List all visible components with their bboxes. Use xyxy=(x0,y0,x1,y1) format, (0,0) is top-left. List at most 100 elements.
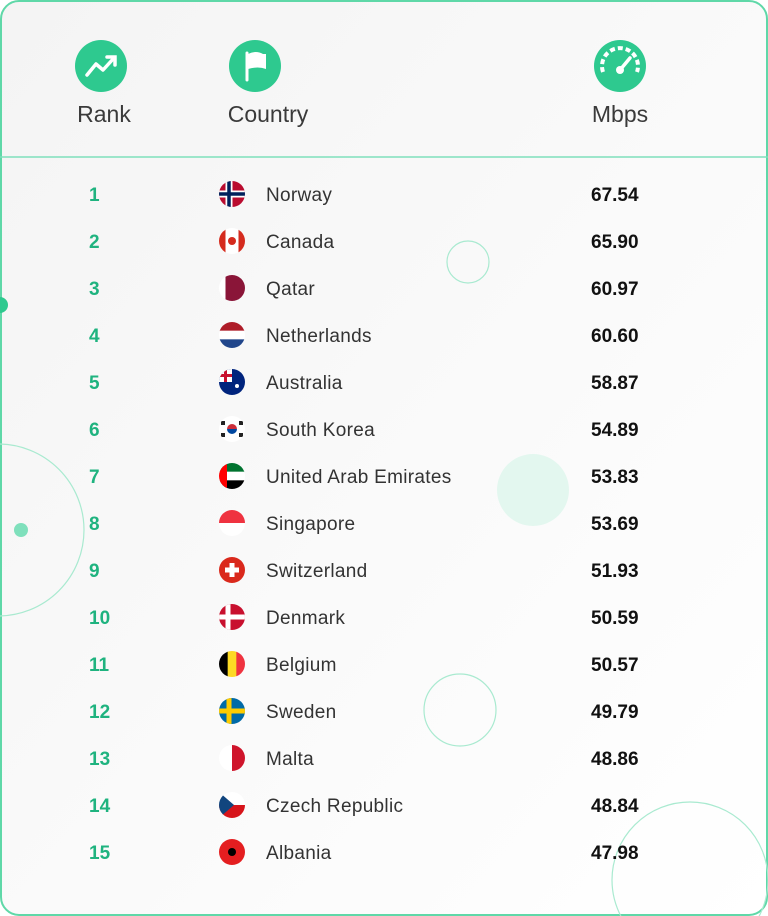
flag-part xyxy=(219,510,245,524)
country: South Korea xyxy=(266,420,375,441)
country: Netherlands xyxy=(266,326,372,347)
flag-part xyxy=(232,275,239,301)
rank: 14 xyxy=(89,796,111,817)
flag-icon xyxy=(219,369,245,395)
flag-icon xyxy=(219,745,245,771)
mbps: 48.84 xyxy=(591,796,639,817)
flag-part xyxy=(227,429,237,434)
flag-part xyxy=(238,228,245,254)
mbps: 51.93 xyxy=(591,561,639,582)
flag-part xyxy=(228,848,236,856)
flag-part xyxy=(219,651,229,677)
rank: 3 xyxy=(89,279,100,300)
flag-part xyxy=(232,745,245,771)
flag-part xyxy=(219,322,245,332)
flag-part xyxy=(219,463,245,473)
flag-part xyxy=(219,614,245,620)
mbps: 50.57 xyxy=(591,655,639,676)
mbps: 50.59 xyxy=(591,608,639,629)
mbps: 54.89 xyxy=(591,420,639,441)
flag-part xyxy=(219,192,245,196)
flag-part xyxy=(225,604,231,630)
flag-icon xyxy=(219,228,245,254)
rank: 9 xyxy=(89,561,100,582)
mbps: 47.98 xyxy=(591,843,639,864)
country: Canada xyxy=(266,232,334,253)
country: Australia xyxy=(266,373,343,394)
mbps: 53.69 xyxy=(591,514,639,535)
flag-part xyxy=(225,275,233,301)
rank: 11 xyxy=(89,655,110,676)
country: Qatar xyxy=(266,279,315,300)
rank: 8 xyxy=(89,514,100,535)
flag-part xyxy=(219,480,245,489)
mbps: 58.87 xyxy=(591,373,639,394)
flag-part xyxy=(235,384,239,388)
flag-part xyxy=(226,698,232,724)
country: Norway xyxy=(266,185,332,206)
flag-icon xyxy=(219,792,245,818)
rank: 6 xyxy=(89,420,100,441)
rank: 4 xyxy=(89,326,100,347)
flag-icon xyxy=(219,698,245,724)
flag-part xyxy=(227,424,237,429)
flag-part xyxy=(238,275,245,301)
flag-part xyxy=(219,745,233,771)
flag-icon xyxy=(219,839,245,865)
country: Denmark xyxy=(266,608,345,629)
rank: 10 xyxy=(89,608,110,629)
country-icon xyxy=(229,40,281,92)
mbps: 67.54 xyxy=(591,185,639,206)
flag-part xyxy=(219,275,226,301)
flag-icon xyxy=(219,651,245,677)
country: Czech Republic xyxy=(266,796,403,817)
mbps: 49.79 xyxy=(591,702,639,723)
flag-part xyxy=(219,523,245,536)
flag-icon xyxy=(219,510,245,536)
flag-part xyxy=(219,792,234,818)
rank: 13 xyxy=(89,749,110,770)
rank: 7 xyxy=(89,467,100,488)
rank: 12 xyxy=(89,702,110,723)
header-country: Country xyxy=(228,101,309,127)
decor xyxy=(0,240,768,916)
country: Malta xyxy=(266,749,314,770)
rank: 15 xyxy=(89,843,111,864)
mbps: 60.97 xyxy=(591,279,639,300)
flag-part xyxy=(219,228,226,254)
flag-icon xyxy=(219,181,245,207)
mbps: 53.83 xyxy=(591,467,639,488)
country: Switzerland xyxy=(266,561,368,582)
flag-part xyxy=(239,433,243,437)
flag-part xyxy=(221,433,225,437)
mbps: 48.86 xyxy=(591,749,639,770)
header-mbps: Mbps xyxy=(592,101,648,127)
flag-part xyxy=(219,339,245,348)
flag-part xyxy=(219,471,245,481)
header-rank: Rank xyxy=(77,101,131,127)
flag-part xyxy=(228,237,236,245)
speed-icon xyxy=(594,40,646,92)
flag-part xyxy=(229,563,235,577)
country: Sweden xyxy=(266,702,336,723)
decor xyxy=(497,454,569,526)
flag-icon xyxy=(219,275,245,301)
decor xyxy=(0,297,8,313)
rank: 1 xyxy=(89,185,100,206)
flag-icon xyxy=(219,463,245,489)
flag-part xyxy=(219,463,227,489)
flag-part xyxy=(221,421,225,425)
flag-icon xyxy=(219,416,245,442)
country: Singapore xyxy=(266,514,355,535)
flag-part xyxy=(236,651,245,677)
flag-icon xyxy=(219,557,245,583)
country: Albania xyxy=(266,843,332,864)
mbps: 60.60 xyxy=(591,326,639,347)
rank-icon xyxy=(75,40,127,92)
flag-icon xyxy=(219,604,245,630)
country: United Arab Emirates xyxy=(266,467,452,488)
flag-part xyxy=(219,330,245,340)
